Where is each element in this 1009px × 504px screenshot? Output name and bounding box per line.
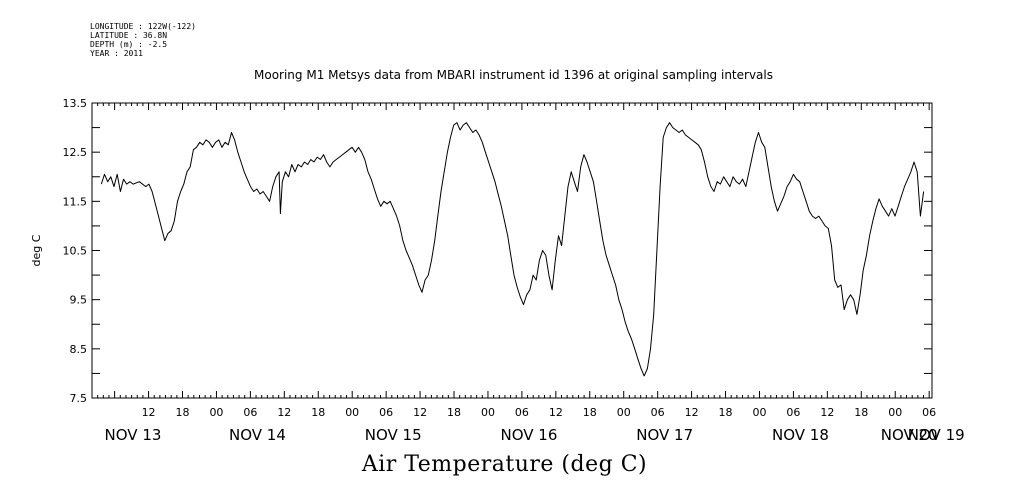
y-tick-label: 8.5 xyxy=(70,343,88,356)
air-temperature-line xyxy=(100,122,925,377)
metadata-block: LONGITUDE : 122W(-122) LATITUDE : 36.8N … xyxy=(90,22,196,58)
x-tick-label: 18 xyxy=(719,406,733,419)
x-day-label: NOV 20 xyxy=(881,426,938,444)
x-tick-label: 18 xyxy=(447,406,461,419)
x-tick-label: 00 xyxy=(617,406,631,419)
x-tick-label: 18 xyxy=(583,406,597,419)
x-day-label: NOV 15 xyxy=(365,426,422,444)
y-tick-label: 13.5 xyxy=(63,97,88,110)
x-tick-label: 12 xyxy=(685,406,699,419)
y-tick-label: 9.5 xyxy=(70,294,88,307)
y-tick-label: 12.5 xyxy=(63,146,88,159)
x-tick-label: 18 xyxy=(311,406,325,419)
x-day-label: NOV 19 xyxy=(908,426,965,444)
x-tick-label: 12 xyxy=(549,406,563,419)
longitude-label: LONGITUDE : 122W(-122) xyxy=(90,22,196,31)
x-tick-label: 06 xyxy=(379,406,393,419)
x-tick-label: 12 xyxy=(277,406,291,419)
x-day-label: NOV 13 xyxy=(105,426,162,444)
x-tick-label: 00 xyxy=(752,406,766,419)
x-tick-label: 12 xyxy=(820,406,834,419)
y-axis-label: deg C xyxy=(30,234,43,266)
x-tick-label: 06 xyxy=(786,406,800,419)
x-tick-label: 18 xyxy=(176,406,190,419)
x-day-label: NOV 17 xyxy=(636,426,693,444)
x-day-label: NOV 14 xyxy=(229,426,286,444)
x-tick-label: 00 xyxy=(888,406,902,419)
x-tick-label: 00 xyxy=(481,406,495,419)
x-tick-label: 06 xyxy=(243,406,257,419)
x-tick-label: 00 xyxy=(209,406,223,419)
x-tick-label: 06 xyxy=(515,406,529,419)
chart-title: Mooring M1 Metsys data from MBARI instru… xyxy=(254,68,773,82)
year-label: YEAR : 2011 xyxy=(90,49,143,58)
x-tick-label: 12 xyxy=(142,406,156,419)
x-tick-label: 06 xyxy=(651,406,665,419)
y-tick-label: 11.5 xyxy=(63,195,88,208)
x-tick-label: 18 xyxy=(854,406,868,419)
latitude-label: LATITUDE : 36.8N xyxy=(90,31,168,40)
y-tick-label: 7.5 xyxy=(70,392,88,405)
x-day-label: NOV 16 xyxy=(501,426,558,444)
x-tick-label: 06 xyxy=(922,406,936,419)
x-day-label: NOV 18 xyxy=(772,426,829,444)
x-tick-label: 00 xyxy=(345,406,359,419)
x-tick-label: 12 xyxy=(413,406,427,419)
y-tick-label: 10.5 xyxy=(63,245,88,258)
plot-frame xyxy=(91,102,933,399)
depth-label: DEPTH (m) : -2.5 xyxy=(90,40,168,49)
x-axis-caption: Air Temperature (deg C) xyxy=(361,452,648,477)
